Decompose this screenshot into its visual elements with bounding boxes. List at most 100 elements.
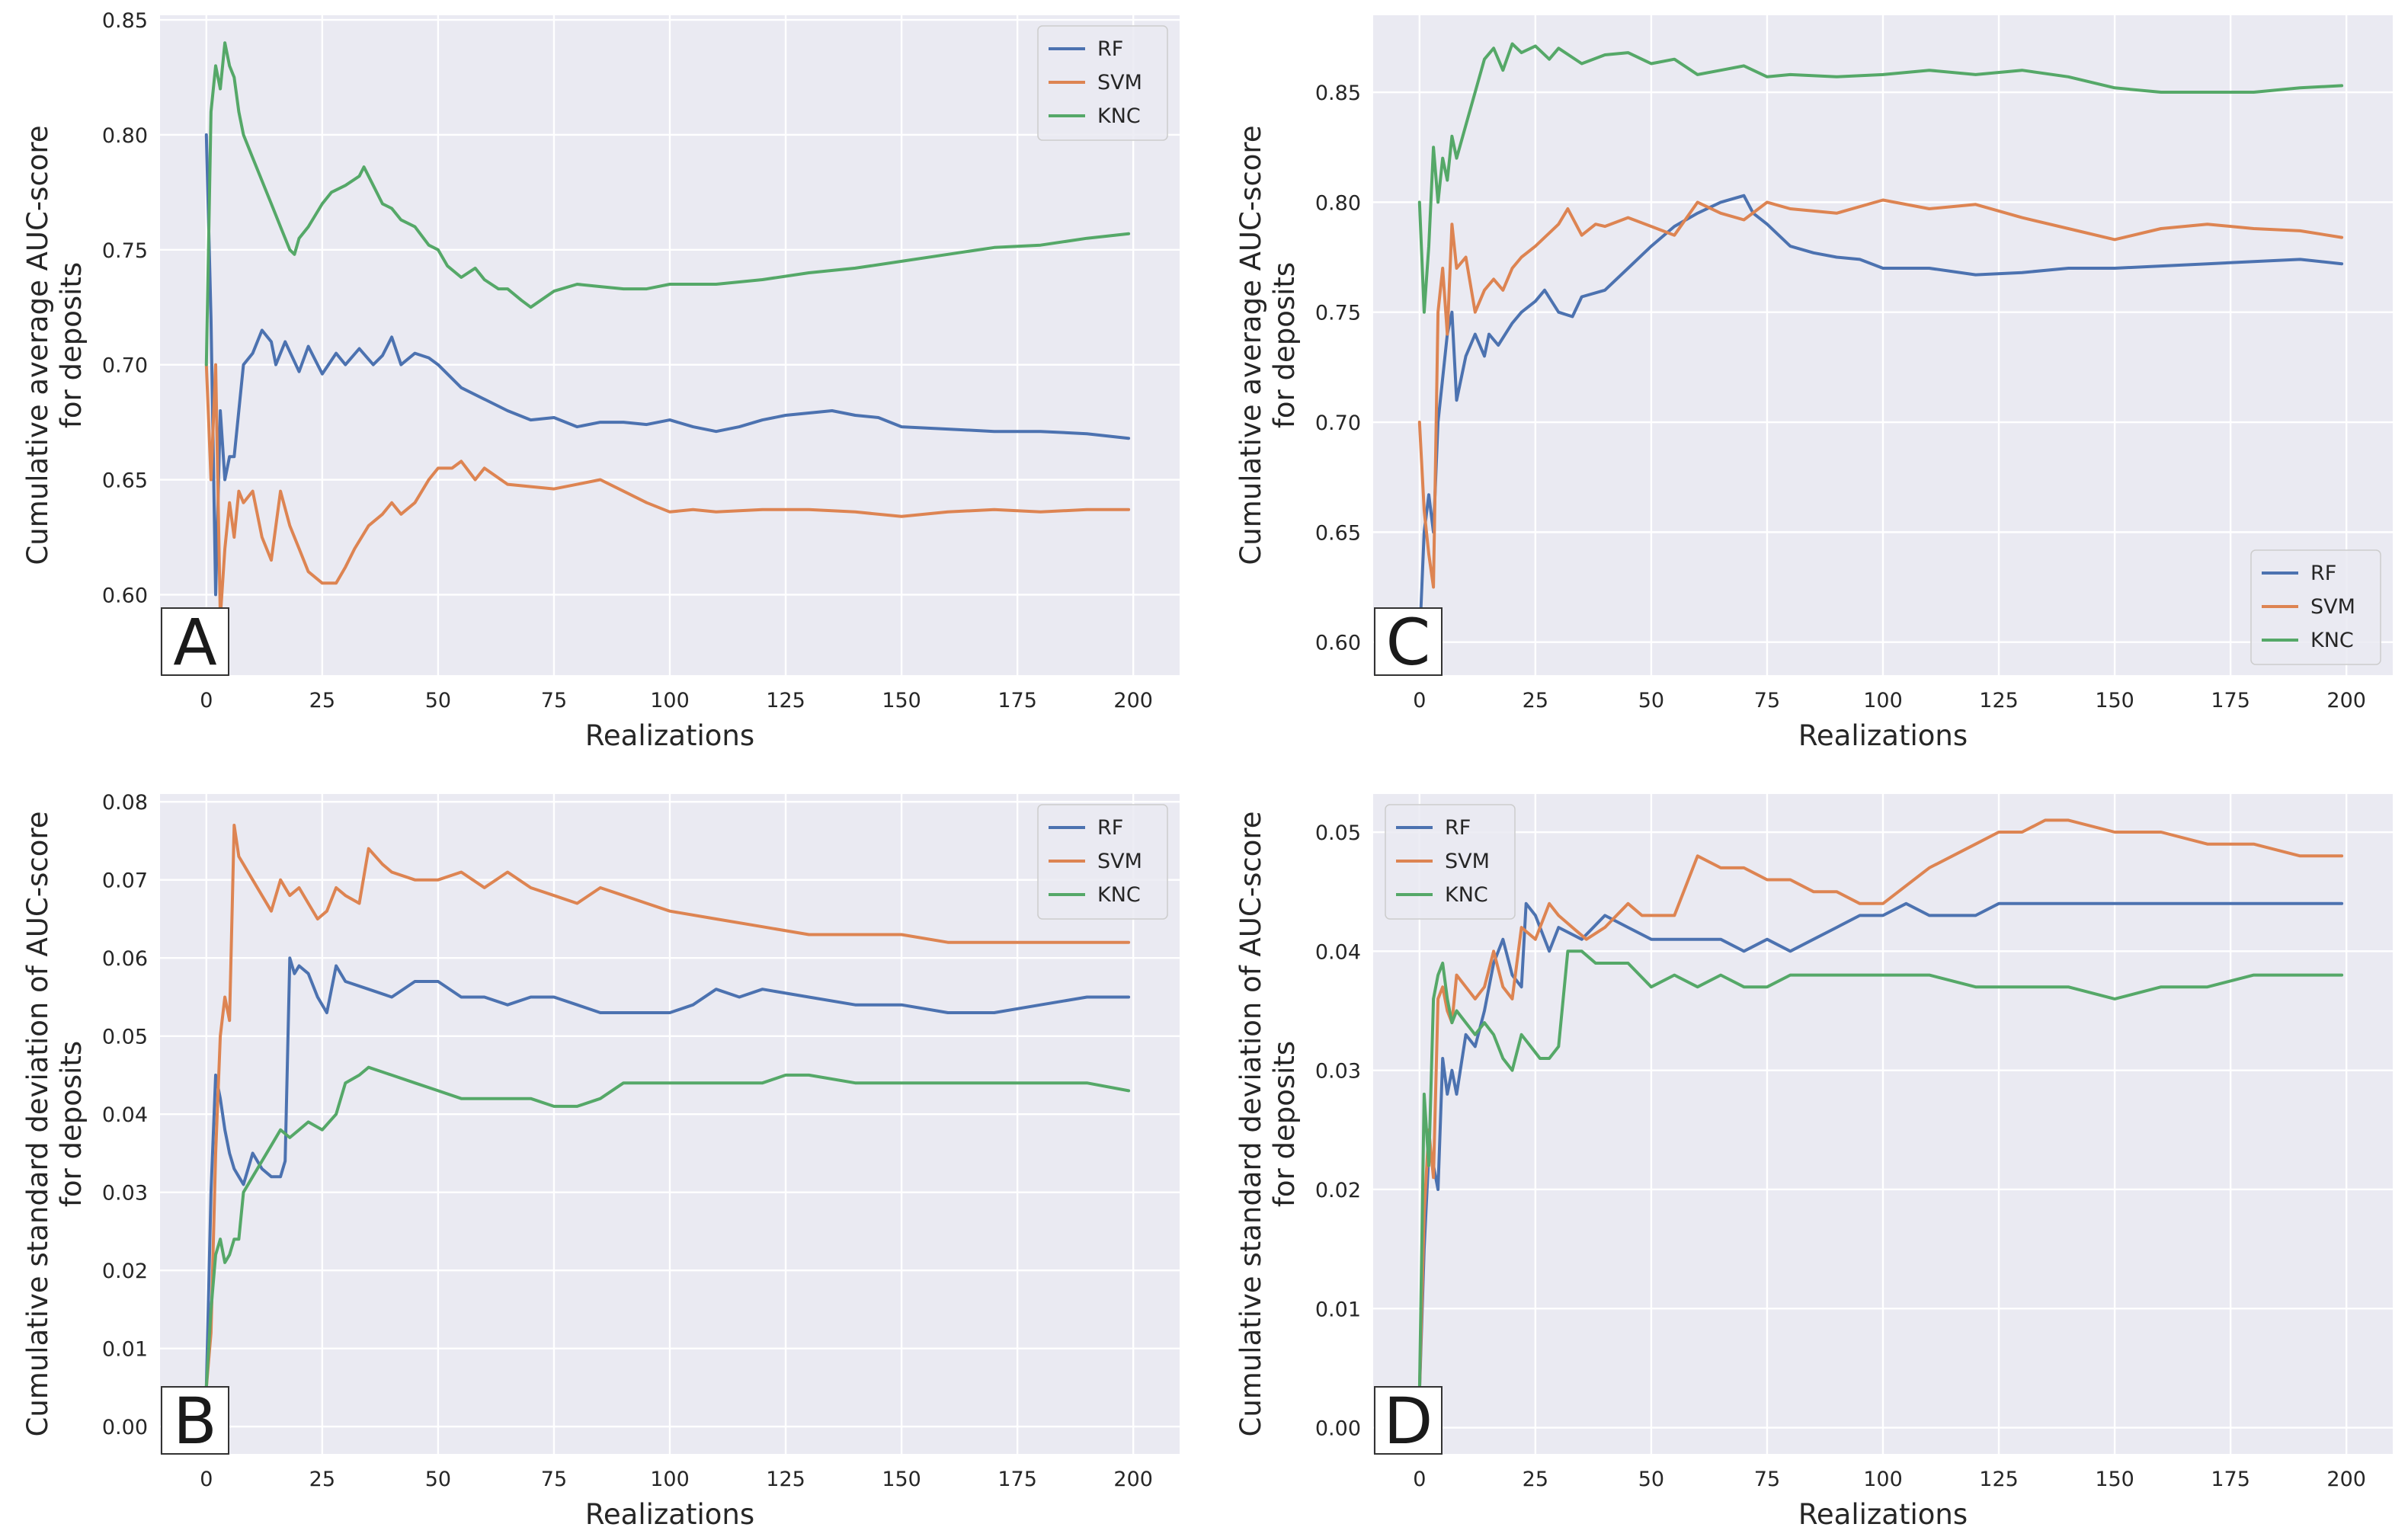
legend-label-svm: SVM — [2310, 595, 2355, 619]
panel-tag-box — [161, 607, 229, 676]
x-tick-label: 100 — [650, 689, 690, 712]
legend-label-knc: KNC — [2310, 629, 2354, 652]
y-tick-label: 0.75 — [102, 239, 148, 263]
x-tick-label: 175 — [2211, 1468, 2250, 1491]
y-axis-label: Cumulative standard deviation of AUC-sco… — [21, 812, 88, 1437]
panel-tag: D — [1384, 1384, 1433, 1458]
x-tick-label: 0 — [1413, 1468, 1426, 1491]
legend-box — [2250, 549, 2381, 665]
y-tick-label: 0.00 — [1315, 1417, 1361, 1441]
x-tick-label: 125 — [766, 689, 805, 712]
x-axis-label: Realizations — [585, 1498, 754, 1531]
x-tick-label: 75 — [1754, 1468, 1780, 1491]
y-tick-label: 0.65 — [1315, 521, 1361, 545]
y-tick-label: 0.00 — [102, 1416, 148, 1439]
y-tick-label: 0.03 — [102, 1182, 148, 1205]
legend: RF SVM KNC — [1037, 25, 1168, 141]
series-line-svm — [1417, 818, 2344, 1394]
panel-tag: A — [173, 605, 216, 680]
y-tick-label: 0.80 — [102, 124, 148, 148]
y-tick-label: 0.02 — [102, 1260, 148, 1283]
y-tick-label: 0.05 — [1315, 821, 1361, 845]
gridlines — [160, 794, 1180, 1454]
y-axis-label-line: for deposits — [55, 262, 88, 428]
x-tick-label: 175 — [997, 1468, 1037, 1491]
x-tick-label: 150 — [882, 689, 921, 712]
chart-panel-a: 0 25 50 75 100 125 150 175 200 0.60 0.65 0.70 0.75 0.… — [21, 9, 1180, 752]
gridlines — [1373, 794, 2393, 1454]
x-tick-label: 125 — [766, 1468, 805, 1491]
y-axis-label-line: for deposits — [1268, 1041, 1301, 1207]
x-tick-label: 25 — [1523, 1468, 1548, 1491]
legend-label-rf: RF — [2310, 562, 2336, 585]
gridlines — [1373, 15, 2393, 675]
x-axis-label: Realizations — [1798, 1498, 1968, 1531]
y-tick-label: 0.05 — [102, 1026, 148, 1049]
y-tick-label: 0.85 — [1315, 82, 1361, 105]
x-tick-label: 50 — [425, 1468, 451, 1491]
chart-panel-b: 0 25 50 75 100 125 150 175 200 0.00 0.01 0.02 0.03 0.… — [21, 791, 1180, 1531]
x-tick-label: 25 — [309, 1468, 335, 1491]
x-tick-label: 150 — [2095, 689, 2134, 712]
x-tick-label: 150 — [2095, 1468, 2134, 1491]
y-tick-label: 0.85 — [102, 9, 148, 33]
x-tick-label: 50 — [425, 689, 451, 712]
panel-tag: B — [173, 1384, 217, 1458]
x-tick-label: 175 — [997, 689, 1037, 712]
legend-label-svm: SVM — [1097, 850, 1142, 873]
x-tick-label: 25 — [1523, 689, 1548, 712]
x-tick-label: 175 — [2211, 689, 2250, 712]
y-tick-label: 0.70 — [1315, 411, 1361, 435]
legend-box — [1385, 804, 1516, 920]
x-tick-label: 50 — [1638, 689, 1664, 712]
series-group — [1417, 818, 2344, 1394]
y-axis-label-line: for deposits — [1268, 262, 1301, 428]
y-tick-label: 0.02 — [1315, 1179, 1361, 1202]
legend-label-knc: KNC — [1445, 883, 1488, 907]
x-axis-label: Realizations — [585, 719, 754, 752]
y-axis-label-line: Cumulative standard deviation of AUC-sco… — [21, 812, 54, 1437]
x-tick-label: 100 — [1863, 689, 1903, 712]
series-line-svm — [204, 824, 1131, 1389]
y-tick-label: 0.07 — [102, 869, 148, 893]
y-tick-label: 0.04 — [1315, 940, 1361, 964]
y-tick-label: 0.01 — [1315, 1298, 1361, 1321]
legend-label-svm: SVM — [1097, 71, 1142, 94]
series-line-knc — [1417, 949, 2344, 1394]
x-tick-label: 125 — [1979, 1468, 2019, 1491]
series-line-rf — [204, 956, 1131, 1389]
x-tick-label: 0 — [200, 689, 213, 712]
y-axis-label-line: Cumulative average AUC-score — [21, 125, 54, 565]
x-tick-label: 75 — [541, 689, 567, 712]
y-tick-label: 0.08 — [102, 791, 148, 815]
x-tick-label: 0 — [200, 1468, 213, 1491]
y-axis-label: Cumulative average AUC-scorefor deposits — [21, 125, 88, 565]
series-group — [204, 824, 1131, 1389]
y-axis-label-line: Cumulative standard deviation of AUC-sco… — [1234, 812, 1267, 1437]
x-tick-label: 0 — [1413, 689, 1426, 712]
series-line-knc — [204, 1065, 1131, 1389]
series-line-knc — [1417, 42, 2344, 314]
series-line-svm — [204, 363, 1131, 620]
legend-box — [1037, 804, 1168, 920]
legend-label-knc: KNC — [1097, 104, 1141, 128]
legend-box — [1037, 25, 1168, 141]
legend-label-svm: SVM — [1445, 850, 1490, 873]
panel-tag-box — [161, 1386, 229, 1455]
y-tick-label: 0.04 — [102, 1103, 148, 1127]
y-tick-label: 0.75 — [1315, 302, 1361, 325]
legend-label-rf: RF — [1097, 816, 1123, 840]
x-tick-label: 75 — [541, 1468, 567, 1491]
x-tick-label: 200 — [1113, 689, 1153, 712]
series-line-rf — [1417, 194, 2344, 644]
legend: RF SVM KNC — [1037, 804, 1168, 920]
y-tick-label: 0.60 — [102, 584, 148, 607]
y-axis-label-line: Cumulative average AUC-score — [1234, 125, 1267, 565]
y-axis-label: Cumulative average AUC-scorefor deposits — [1234, 125, 1301, 565]
panel-tag-box — [1374, 607, 1443, 676]
legend-label-rf: RF — [1097, 37, 1123, 61]
series-line-svm — [1417, 198, 2344, 589]
x-tick-label: 50 — [1638, 1468, 1664, 1491]
series-line-rf — [1417, 901, 2344, 1394]
